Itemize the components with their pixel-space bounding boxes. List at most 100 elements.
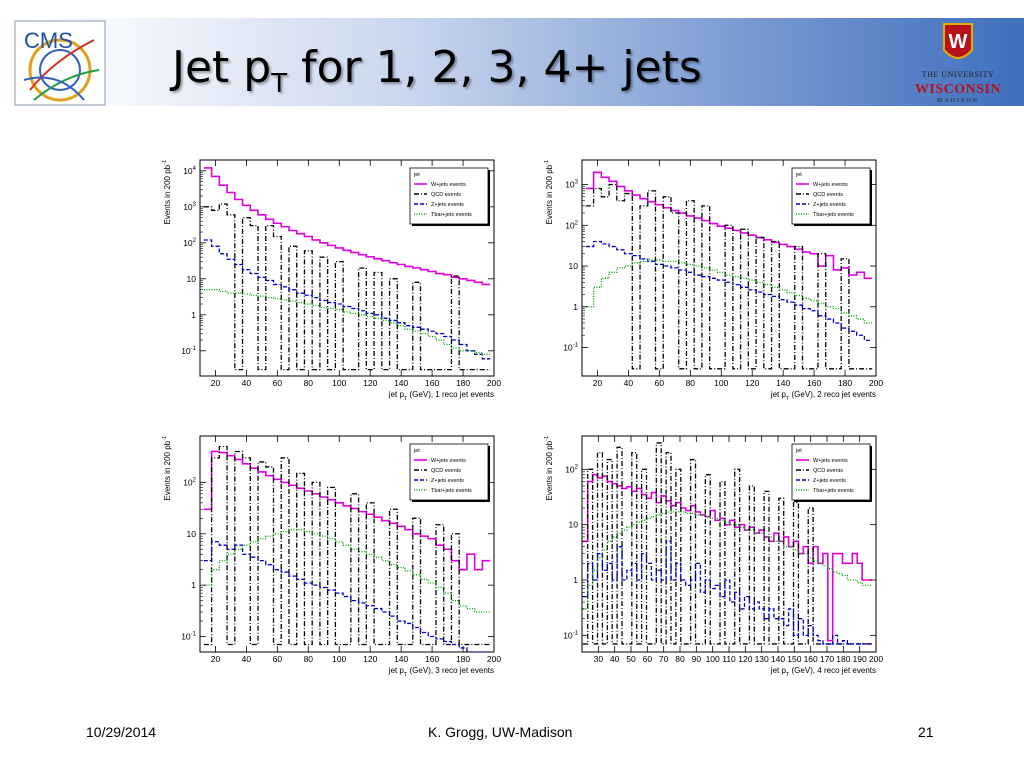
- x-axis-label: jet pT (GeV), 2 reco jet events: [770, 390, 876, 402]
- x-tick-label: 30: [594, 654, 604, 664]
- x-tick-label: 70: [659, 654, 669, 664]
- legend-entry: Tbar+jets events: [431, 488, 472, 494]
- series-line-2: [203, 203, 491, 371]
- uw-madison-logo: W THE UNIVERSITY WISCONSIN MADISON: [908, 20, 1008, 104]
- svg-text:W: W: [949, 31, 968, 53]
- series-line-2: [585, 183, 873, 370]
- x-tick-label: 180: [836, 654, 850, 664]
- legend-entry: W+jets events: [431, 458, 466, 464]
- x-tick-label: 190: [853, 654, 867, 664]
- x-tick-label: 160: [425, 654, 439, 664]
- x-tick-label: 80: [304, 654, 314, 664]
- y-axis-label: Events in 200 pb-1: [544, 160, 554, 225]
- x-tick-label: 100: [332, 654, 346, 664]
- x-tick-label: 200: [487, 654, 501, 664]
- y-tick-label: 10-1: [181, 346, 196, 356]
- legend-entry: W+jets events: [813, 458, 848, 464]
- y-tick-label: 1: [191, 310, 196, 320]
- legend-entry: Tbar+jets events: [813, 212, 854, 218]
- x-tick-label: 160: [807, 378, 821, 388]
- x-tick-label: 140: [394, 654, 408, 664]
- y-tick-label: 10: [187, 274, 197, 284]
- y-tick-label: 103: [183, 202, 196, 212]
- x-axis-label: jet pT (GeV), 1 reco jet events: [388, 390, 494, 402]
- y-tick-label: 104: [183, 166, 196, 176]
- x-tick-label: 140: [394, 378, 408, 388]
- legend-box: [409, 443, 489, 501]
- x-tick-label: 140: [771, 654, 785, 664]
- y-tick-label: 10: [569, 261, 579, 271]
- series-line-4: [203, 289, 491, 355]
- title-banner: [0, 18, 1024, 106]
- x-tick-label: 100: [706, 654, 720, 664]
- chart-panel-1: 10-1 1 10 102 103 104 20 40 60 80 100 120 140 160 180 2…: [162, 159, 501, 402]
- x-tick-label: 60: [273, 654, 283, 664]
- series-line-1: [203, 167, 491, 286]
- legend-entry: QCD events: [431, 468, 461, 474]
- legend-entry: QCD events: [431, 192, 461, 198]
- legend-entry: QCD events: [813, 468, 843, 474]
- x-tick-label: 200: [869, 378, 883, 388]
- x-tick-label: 180: [456, 378, 470, 388]
- x-tick-label: 50: [626, 654, 636, 664]
- x-tick-label: 160: [425, 378, 439, 388]
- y-axis-label: Events in 200 pb-1: [162, 160, 172, 225]
- slide-title: Jet pT for 1, 2, 3, 4+ jets: [172, 42, 702, 99]
- chart-panel-3: 10-1 1 10 102 20 40 60 80 100 120 140 160 180 200 jet …: [162, 435, 501, 678]
- x-tick-label: 20: [593, 378, 603, 388]
- x-tick-label: 40: [242, 378, 252, 388]
- x-tick-label: 120: [363, 654, 377, 664]
- x-tick-label: 20: [211, 378, 221, 388]
- x-tick-label: 180: [456, 654, 470, 664]
- x-tick-label: 60: [655, 378, 665, 388]
- x-tick-label: 40: [610, 654, 620, 664]
- legend-title: jet: [795, 172, 802, 178]
- y-tick-label: 10-1: [563, 630, 578, 640]
- legend-box: [409, 167, 489, 225]
- x-tick-label: 160: [804, 654, 818, 664]
- y-tick-label: 102: [183, 477, 196, 487]
- legend-entry: Z+jets events: [431, 478, 464, 484]
- x-tick-label: 90: [692, 654, 702, 664]
- x-tick-label: 100: [714, 378, 728, 388]
- series-line-3: [585, 240, 873, 341]
- y-axis-label: Events in 200 pb-1: [162, 436, 172, 501]
- x-tick-label: 110: [722, 654, 736, 664]
- y-tick-label: 10: [569, 520, 579, 530]
- series-line-2: [203, 445, 491, 646]
- series-line-4: [585, 259, 873, 324]
- y-tick-label: 1: [573, 575, 578, 585]
- legend-box: [791, 167, 871, 225]
- x-axis-label: jet pT (GeV), 3 reco jet events: [388, 666, 494, 678]
- y-tick-label: 102: [183, 238, 196, 248]
- footer-date: 10/29/2014: [86, 724, 157, 740]
- x-tick-label: 200: [869, 654, 883, 664]
- series-line-1: [203, 450, 491, 571]
- legend-entry: Z+jets events: [813, 478, 846, 484]
- legend-entry: QCD events: [813, 192, 843, 198]
- legend-entry: Z+jets events: [813, 202, 846, 208]
- series-line-3: [203, 239, 491, 360]
- x-tick-label: 120: [738, 654, 752, 664]
- x-tick-label: 40: [624, 378, 634, 388]
- x-tick-label: 130: [755, 654, 769, 664]
- series-line-1: [585, 171, 873, 280]
- x-tick-label: 40: [242, 654, 252, 664]
- chart-panel-2: 10-1 1 10 102 103 20 40 60 80 100 120 140 160 180 200 j…: [544, 159, 883, 402]
- series-line-3: [203, 541, 491, 652]
- legend-entry: W+jets events: [813, 182, 848, 188]
- y-tick-label: 10: [187, 529, 197, 539]
- x-tick-label: 120: [363, 378, 377, 388]
- x-tick-label: 80: [304, 378, 314, 388]
- x-tick-label: 100: [332, 378, 346, 388]
- cms-logo: CMS: [14, 20, 106, 106]
- series-line-2: [582, 442, 872, 645]
- x-tick-label: 180: [838, 378, 852, 388]
- legend-entry: W+jets events: [431, 182, 466, 188]
- x-tick-label: 80: [675, 654, 685, 664]
- x-tick-label: 150: [787, 654, 801, 664]
- y-axis-label: Events in 200 pb-1: [544, 436, 554, 501]
- svg-text:CMS: CMS: [24, 28, 73, 53]
- x-axis-label: jet pT (GeV), 4 reco jet events: [770, 666, 876, 678]
